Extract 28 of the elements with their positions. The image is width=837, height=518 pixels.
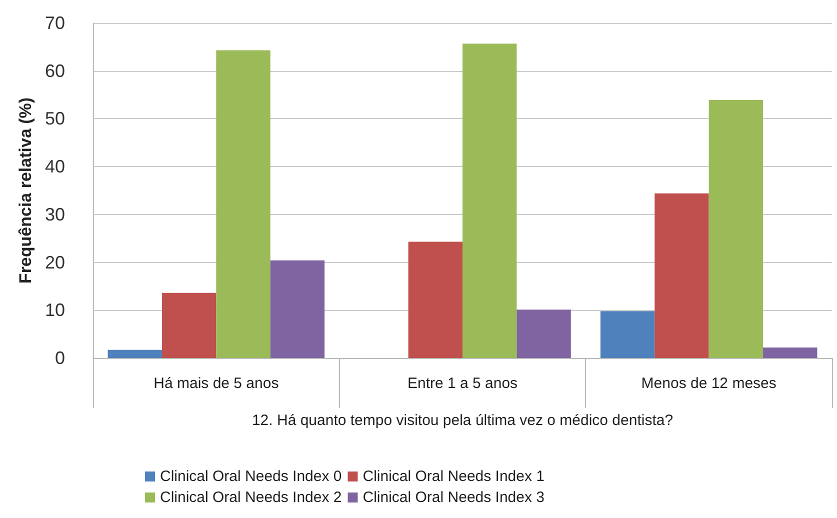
bar [708,100,764,358]
y-tick-label: 10 [44,300,65,320]
x-tick-label: Entre 1 a 5 anos [407,375,518,392]
y-axis-title: Frequência relativa (%) [16,97,36,284]
bar [162,292,216,358]
legend-label: Clinical Oral Needs Index 1 [362,468,545,485]
y-tick-label: 50 [44,108,65,129]
bar [108,350,162,358]
bar [516,310,571,358]
bar [654,193,709,358]
bar [270,260,325,358]
bar [216,50,270,358]
y-tick-label: 70 [44,13,65,33]
legend-label: Clinical Oral Needs Index 3 [362,489,545,506]
bar [600,311,655,358]
x-tick-label: Menos de 12 meses [641,375,776,392]
y-tick-label: 40 [44,156,65,177]
legend-label: Clinical Oral Needs Index 2 [160,489,342,506]
y-tick-label: 0 [54,348,65,368]
y-tick-label: 20 [44,252,65,272]
y-tick-label: 30 [44,204,65,224]
x-axis-title: 12. Há quanto tempo visitou pela última vez o médico dentista? [252,412,674,429]
legend-label: Clinical Oral Needs Index 0 [160,468,342,485]
bar [763,347,818,358]
bar [408,242,462,358]
x-tick-label: Há mais de 5 anos [154,375,279,392]
y-tick-label: 60 [44,60,65,81]
bar [462,44,517,358]
